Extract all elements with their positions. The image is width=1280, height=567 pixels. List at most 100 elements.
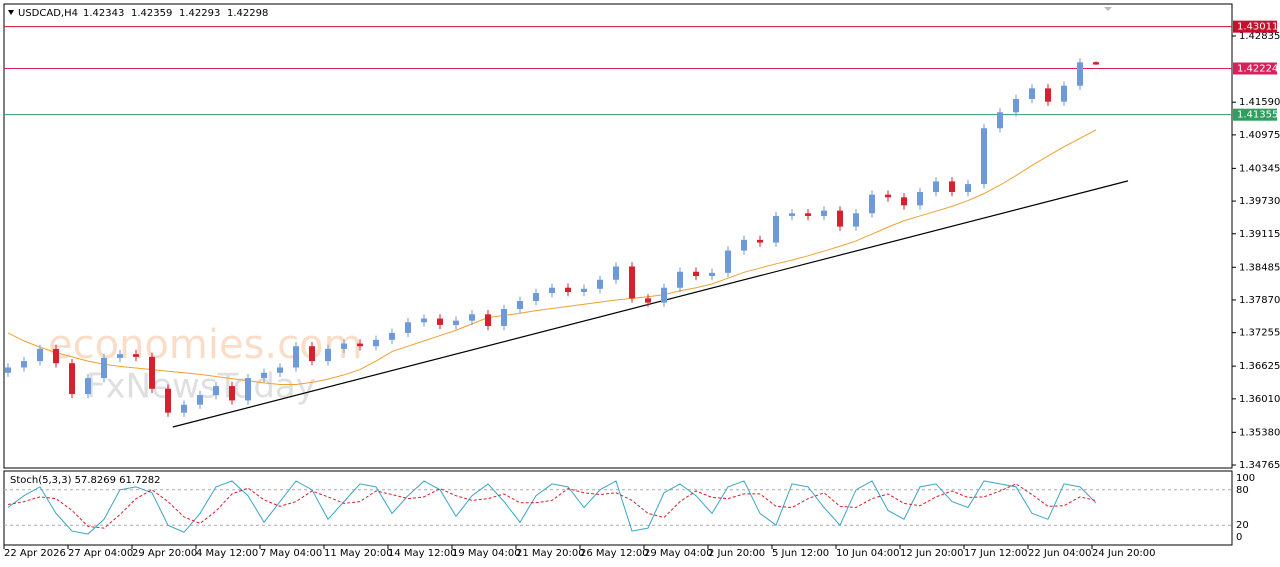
candle-body <box>181 404 187 413</box>
y-tick-label: 1.34765 <box>1239 460 1280 471</box>
candle-body <box>805 213 811 216</box>
x-tick-label: 27 Apr 04:00 <box>68 548 133 559</box>
x-tick-label: 11 May 20:00 <box>324 548 393 559</box>
candle-body <box>421 318 427 323</box>
header-ohlc: 1.42293 <box>179 8 220 19</box>
candle-body <box>565 287 571 292</box>
stoch-tick-label: 100 <box>1236 473 1255 484</box>
indicator-title: Stoch(5,3,3) 57.8269 61.7282 <box>10 475 161 486</box>
candle-body <box>661 287 667 303</box>
candle-body <box>981 128 987 185</box>
candle-body <box>1093 62 1099 65</box>
stoch-panel <box>3 470 1233 546</box>
candle-body <box>869 194 875 214</box>
x-tick-label: 7 May 04:00 <box>260 548 322 559</box>
candle-body <box>5 367 11 373</box>
x-tick-label: 12 Jun 20:00 <box>900 548 964 559</box>
candle-body <box>949 181 955 193</box>
trendline <box>172 180 1129 428</box>
candle-body <box>597 279 603 289</box>
candle-body <box>197 395 203 405</box>
y-tick-label: 1.39115 <box>1239 229 1280 240</box>
candle-body <box>517 301 523 309</box>
candle-body <box>1029 88 1035 100</box>
candle-body <box>277 367 283 373</box>
candle-body <box>293 346 299 368</box>
candle-body <box>213 386 219 396</box>
candle-body <box>373 339 379 347</box>
stoch-tick-label: 20 <box>1236 520 1249 531</box>
candle-body <box>533 293 539 302</box>
candle-body <box>101 357 107 379</box>
candle-body <box>437 318 443 325</box>
candle-body <box>613 266 619 280</box>
x-tick-label: 26 May 12:00 <box>580 548 649 559</box>
x-tick-label: 4 May 12:00 <box>196 548 258 559</box>
candle-body <box>933 181 939 193</box>
candle-body <box>469 314 475 321</box>
x-tick-label: 29 May 04:00 <box>644 548 713 559</box>
y-tick-label: 1.41590 <box>1239 97 1280 108</box>
stoch-line <box>7 483 1097 529</box>
level-tag <box>1233 20 1277 33</box>
candle-body <box>709 272 715 277</box>
candle-body <box>69 363 75 395</box>
candle-body <box>1045 88 1051 102</box>
stoch-tick-label: 0 <box>1236 532 1242 543</box>
candle-body <box>133 354 139 357</box>
candle-body <box>853 213 859 227</box>
candle-body <box>917 192 923 206</box>
stoch-tick-label: 80 <box>1236 485 1249 496</box>
candle-body <box>453 320 459 325</box>
candle-body <box>677 271 683 288</box>
candle-body <box>997 112 1003 129</box>
y-tick-label: 1.39730 <box>1239 196 1280 207</box>
y-tick-label: 1.36625 <box>1239 361 1280 372</box>
x-tick-label: 21 May 20:00 <box>516 548 585 559</box>
x-tick-label: 22 Apr 2026 <box>4 548 66 559</box>
watermark: economies.com <box>48 322 363 368</box>
candle-body <box>645 298 651 303</box>
candle-body <box>1061 85 1067 102</box>
y-tick-label: 1.40975 <box>1239 130 1280 141</box>
x-tick-label: 2 Jun 20:00 <box>708 548 765 559</box>
level-label: 1.42224 <box>1237 63 1278 74</box>
y-tick-label: 1.37255 <box>1239 328 1280 339</box>
menu-icon[interactable] <box>8 10 14 15</box>
candle-body <box>21 361 27 368</box>
candle-body <box>405 322 411 333</box>
candle-body <box>629 266 635 299</box>
candle-body <box>309 346 315 362</box>
candle-body <box>37 348 43 362</box>
candle-body <box>549 287 555 294</box>
candle-body <box>53 348 59 364</box>
candle-body <box>837 210 843 227</box>
candle-body <box>485 314 491 327</box>
level-label: 1.41355 <box>1237 110 1278 121</box>
candle-body <box>165 388 171 413</box>
x-tick-label: 19 May 04:00 <box>452 548 521 559</box>
level-tag <box>1233 108 1277 121</box>
x-tick-label: 14 May 12:00 <box>388 548 457 559</box>
candle-body <box>789 213 795 216</box>
symbol: USDCAD,H4 <box>18 8 78 19</box>
candle-body <box>341 343 347 349</box>
candle-body <box>357 343 363 347</box>
stoch-line <box>7 480 1097 535</box>
y-tick-label: 1.35380 <box>1239 427 1280 438</box>
y-tick-label: 1.40345 <box>1239 163 1280 174</box>
candle-body <box>741 239 747 251</box>
header-ohlc: 1.42298 <box>227 8 268 19</box>
header-ohlc: 1.42359 <box>131 8 172 19</box>
candle-body <box>325 348 331 362</box>
x-tick-label: 17 Jun 12:00 <box>964 548 1028 559</box>
candle-body <box>1013 99 1019 113</box>
candle-body <box>245 378 251 401</box>
candle-body <box>773 215 779 243</box>
x-tick-label: 10 Jun 04:00 <box>836 548 900 559</box>
y-tick-label: 1.38485 <box>1239 262 1280 273</box>
candle-body <box>821 210 827 216</box>
scroll-icon[interactable] <box>1104 7 1112 11</box>
y-tick-label: 1.37870 <box>1239 295 1280 306</box>
